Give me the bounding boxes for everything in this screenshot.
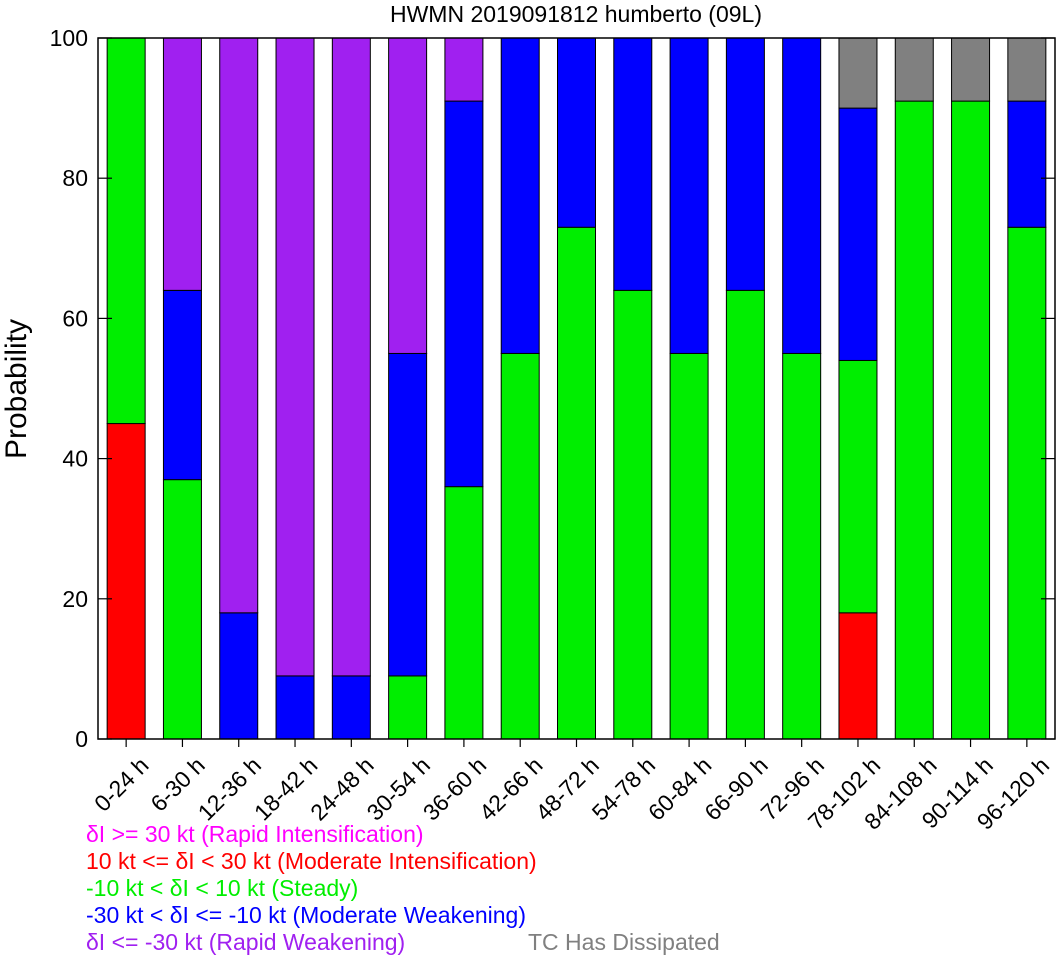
y-tick-label: 20 — [62, 586, 88, 612]
legend-rapid-intensification: δI >= 30 kt (Rapid Intensification) — [86, 821, 424, 847]
bar-segment — [838, 37, 878, 109]
legend-steady: -10 kt < δI < 10 kt (Steady) — [86, 875, 359, 901]
bar-segment — [500, 352, 540, 740]
bar-segment — [106, 37, 146, 425]
bar-segment — [331, 37, 371, 677]
bars-group — [106, 37, 1047, 740]
bar-segment — [669, 37, 709, 354]
bar-segment — [894, 100, 934, 740]
bar-segment — [838, 612, 878, 740]
legend-dissipated: TC Has Dissipated — [528, 929, 720, 955]
bar-segment — [219, 37, 259, 614]
bar-segment — [782, 37, 822, 354]
bar-segment — [275, 675, 315, 740]
legend-moderate-intensification: 10 kt <= δI < 30 kt (Moderate Intensific… — [86, 848, 537, 874]
bar-segment — [613, 37, 653, 291]
bar-segment — [838, 359, 878, 614]
bar-segment — [275, 37, 315, 677]
legend-rapid-weakening: δI <= -30 kt (Rapid Weakening) — [86, 929, 406, 955]
chart-title: HWMN 2019091812 humberto (09L) — [390, 1, 762, 27]
bar-segment — [444, 37, 484, 102]
bar-segment — [444, 100, 484, 488]
bar-segment — [219, 612, 259, 740]
y-tick-label: 60 — [62, 305, 88, 331]
bar-segment — [669, 352, 709, 740]
bar-segment — [557, 226, 596, 740]
bar-segment — [894, 37, 934, 102]
legend-moderate-weakening: -30 kt < δI <= -10 kt (Moderate Weakenin… — [86, 902, 527, 928]
bar-segment — [388, 352, 428, 677]
bar-segment — [557, 37, 596, 228]
y-tick-label: 80 — [62, 165, 88, 191]
bar-segment — [1007, 37, 1047, 102]
bar-segment — [162, 479, 202, 740]
bar-segment — [725, 37, 765, 291]
bar-segment — [388, 675, 428, 740]
y-tick-label: 40 — [62, 446, 88, 472]
bar-segment — [725, 289, 765, 740]
y-tick-label: 100 — [50, 25, 88, 51]
bar-segment — [782, 352, 822, 740]
bar-segment — [951, 100, 991, 740]
y-axis-label: Probability — [0, 319, 33, 459]
bar-segment — [331, 675, 371, 740]
bar-segment — [388, 37, 428, 354]
bar-segment — [106, 423, 146, 740]
bar-segment — [951, 37, 991, 102]
bar-segment — [444, 486, 484, 740]
y-ticks: 0 20 40 60 80 100 — [50, 25, 1055, 752]
bar-segment — [1007, 100, 1047, 228]
bar-segment — [613, 289, 653, 740]
bar-segment — [162, 289, 202, 481]
bar-segment — [1007, 226, 1047, 740]
x-tick-label: 0-24 h — [89, 752, 154, 817]
bar-segment — [500, 37, 540, 354]
bar-segment — [838, 107, 878, 361]
bar-segment — [162, 37, 202, 291]
y-tick-label: 0 — [75, 726, 88, 752]
